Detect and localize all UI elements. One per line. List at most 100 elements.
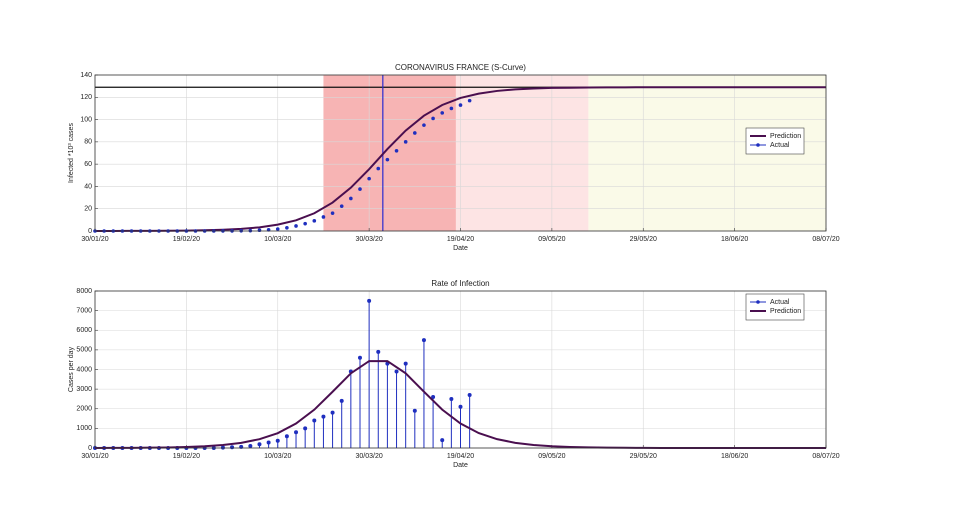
data-point (285, 225, 289, 230)
y-tick-label: 0 (88, 445, 92, 452)
legend-marker (756, 300, 760, 304)
stem (321, 414, 326, 448)
x-tick-label: 19/04/20 (447, 453, 474, 460)
stem (275, 438, 280, 448)
stem (312, 418, 317, 448)
x-tick-label: 30/03/20 (356, 453, 383, 460)
chart-title: CORONAVIRUS FRANCE (S-Curve) (395, 63, 526, 72)
y-tick-label: 20 (84, 206, 92, 213)
data-point (376, 166, 381, 171)
stem-marker (421, 338, 426, 343)
x-tick-label: 08/07/20 (812, 236, 839, 243)
y-tick-label: 8000 (76, 288, 92, 295)
y-tick-label: 80 (84, 139, 92, 146)
data-point (449, 106, 454, 111)
stem (330, 410, 335, 448)
data-point (403, 140, 408, 144)
data-point (413, 131, 417, 135)
stem-marker (330, 410, 335, 415)
stem-marker (403, 361, 408, 366)
data-point (367, 176, 371, 181)
x-tick-label: 19/02/20 (173, 236, 200, 243)
data-point (303, 221, 307, 226)
y-tick-label: 100 (80, 116, 92, 123)
y-tick-label: 60 (84, 161, 92, 168)
data-point (349, 196, 353, 201)
stem (376, 349, 381, 448)
data-point (312, 219, 317, 223)
stem (421, 338, 426, 448)
stem (357, 355, 362, 448)
stem-marker (394, 369, 399, 374)
stem (230, 445, 235, 450)
stem (412, 408, 417, 448)
legend-label: Actual (770, 142, 790, 149)
y-tick-label: 4000 (76, 366, 92, 373)
stem-marker (357, 355, 362, 360)
x-axis-label: Date (453, 245, 468, 252)
y-tick-label: 2000 (76, 406, 92, 413)
data-point (431, 116, 435, 121)
stem-marker (458, 404, 463, 409)
x-tick-label: 08/07/20 (812, 453, 839, 460)
stem-marker (440, 438, 445, 443)
chart-title: Rate of Infection (431, 279, 489, 288)
axes-frame (94, 290, 827, 449)
data-point (294, 224, 298, 228)
data-point (422, 123, 426, 127)
stem (303, 426, 308, 448)
data-point (275, 227, 280, 231)
stem (367, 298, 372, 448)
legend-box (745, 127, 805, 155)
stem-marker (321, 414, 326, 419)
y-axis-label: Infected *10³ cases (68, 123, 75, 183)
legend-label: Prediction (770, 133, 801, 140)
stem (467, 393, 472, 448)
stem-marker (339, 398, 344, 403)
y-tick-label: 40 (84, 183, 92, 190)
stem (394, 369, 399, 448)
legend-box (745, 293, 805, 321)
stem (449, 396, 454, 448)
y-tick-label: 140 (80, 72, 92, 79)
x-tick-label: 10/03/20 (264, 453, 291, 460)
y-tick-label: 3000 (76, 386, 92, 393)
stem-marker (467, 393, 472, 398)
x-tick-label: 09/05/20 (538, 236, 565, 243)
stem (458, 404, 463, 448)
data-point (330, 211, 335, 215)
stem-marker (376, 349, 381, 354)
stem (284, 434, 289, 448)
x-tick-label: 30/01/20 (81, 236, 108, 243)
data-point (440, 111, 445, 115)
stem (294, 430, 299, 448)
stem-marker (266, 440, 271, 445)
data-point (321, 215, 326, 219)
stem-marker (303, 426, 308, 431)
y-tick-label: 1000 (76, 425, 92, 432)
prediction-line (94, 86, 826, 232)
y-tick-label: 120 (80, 94, 92, 101)
data-point (467, 98, 472, 103)
stem-marker (257, 442, 262, 447)
stem-marker (412, 408, 417, 413)
axes-frame (94, 74, 827, 232)
stem-marker (312, 418, 317, 423)
x-axis-label: Date (453, 462, 468, 469)
y-tick-label: 0 (88, 228, 92, 235)
x-tick-label: 18/06/20 (721, 453, 748, 460)
x-tick-label: 30/03/20 (356, 236, 383, 243)
data-point (394, 148, 399, 153)
shaded-band (323, 75, 456, 231)
data-point (339, 204, 344, 208)
y-axis-label: Cases per day (68, 346, 75, 392)
data-point (458, 103, 463, 107)
y-tick-label: 7000 (76, 307, 92, 314)
x-tick-label: 19/02/20 (173, 453, 200, 460)
stem (266, 440, 271, 448)
x-tick-label: 10/03/20 (264, 236, 291, 243)
stem-marker (230, 445, 235, 450)
legend-label: Prediction (770, 308, 801, 315)
